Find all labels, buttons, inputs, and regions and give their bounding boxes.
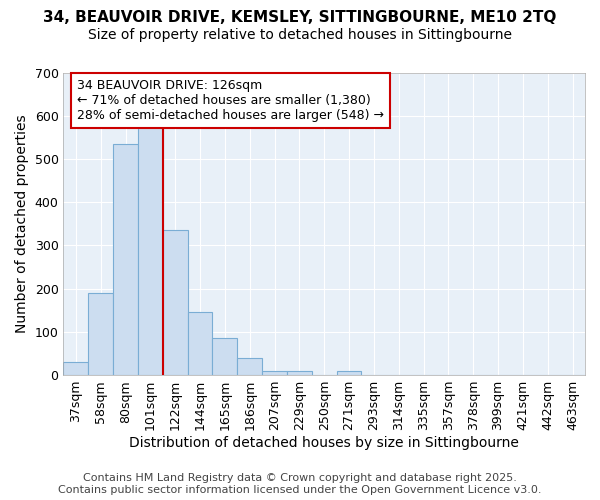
- Bar: [138, 126, 163, 375]
- Bar: [188, 312, 212, 375]
- Bar: [64, 362, 88, 375]
- Bar: [88, 293, 113, 375]
- Bar: [113, 144, 138, 375]
- Text: 34 BEAUVOIR DRIVE: 126sqm
← 71% of detached houses are smaller (1,380)
28% of se: 34 BEAUVOIR DRIVE: 126sqm ← 71% of detac…: [77, 79, 384, 122]
- Text: Size of property relative to detached houses in Sittingbourne: Size of property relative to detached ho…: [88, 28, 512, 42]
- Y-axis label: Number of detached properties: Number of detached properties: [15, 114, 29, 333]
- Bar: [163, 230, 188, 375]
- Title: 34, BEAUVOIR DRIVE, KEMSLEY, SITTINGBOURNE, ME10 2TQ
Size of property relative t: 34, BEAUVOIR DRIVE, KEMSLEY, SITTINGBOUR…: [0, 499, 1, 500]
- Bar: [262, 371, 287, 375]
- X-axis label: Distribution of detached houses by size in Sittingbourne: Distribution of detached houses by size …: [129, 436, 519, 450]
- Text: 34, BEAUVOIR DRIVE, KEMSLEY, SITTINGBOURNE, ME10 2TQ: 34, BEAUVOIR DRIVE, KEMSLEY, SITTINGBOUR…: [43, 10, 557, 25]
- Bar: [287, 371, 312, 375]
- Bar: [237, 358, 262, 375]
- Bar: [212, 338, 237, 375]
- Bar: [337, 371, 361, 375]
- Text: Contains HM Land Registry data © Crown copyright and database right 2025.
Contai: Contains HM Land Registry data © Crown c…: [58, 474, 542, 495]
